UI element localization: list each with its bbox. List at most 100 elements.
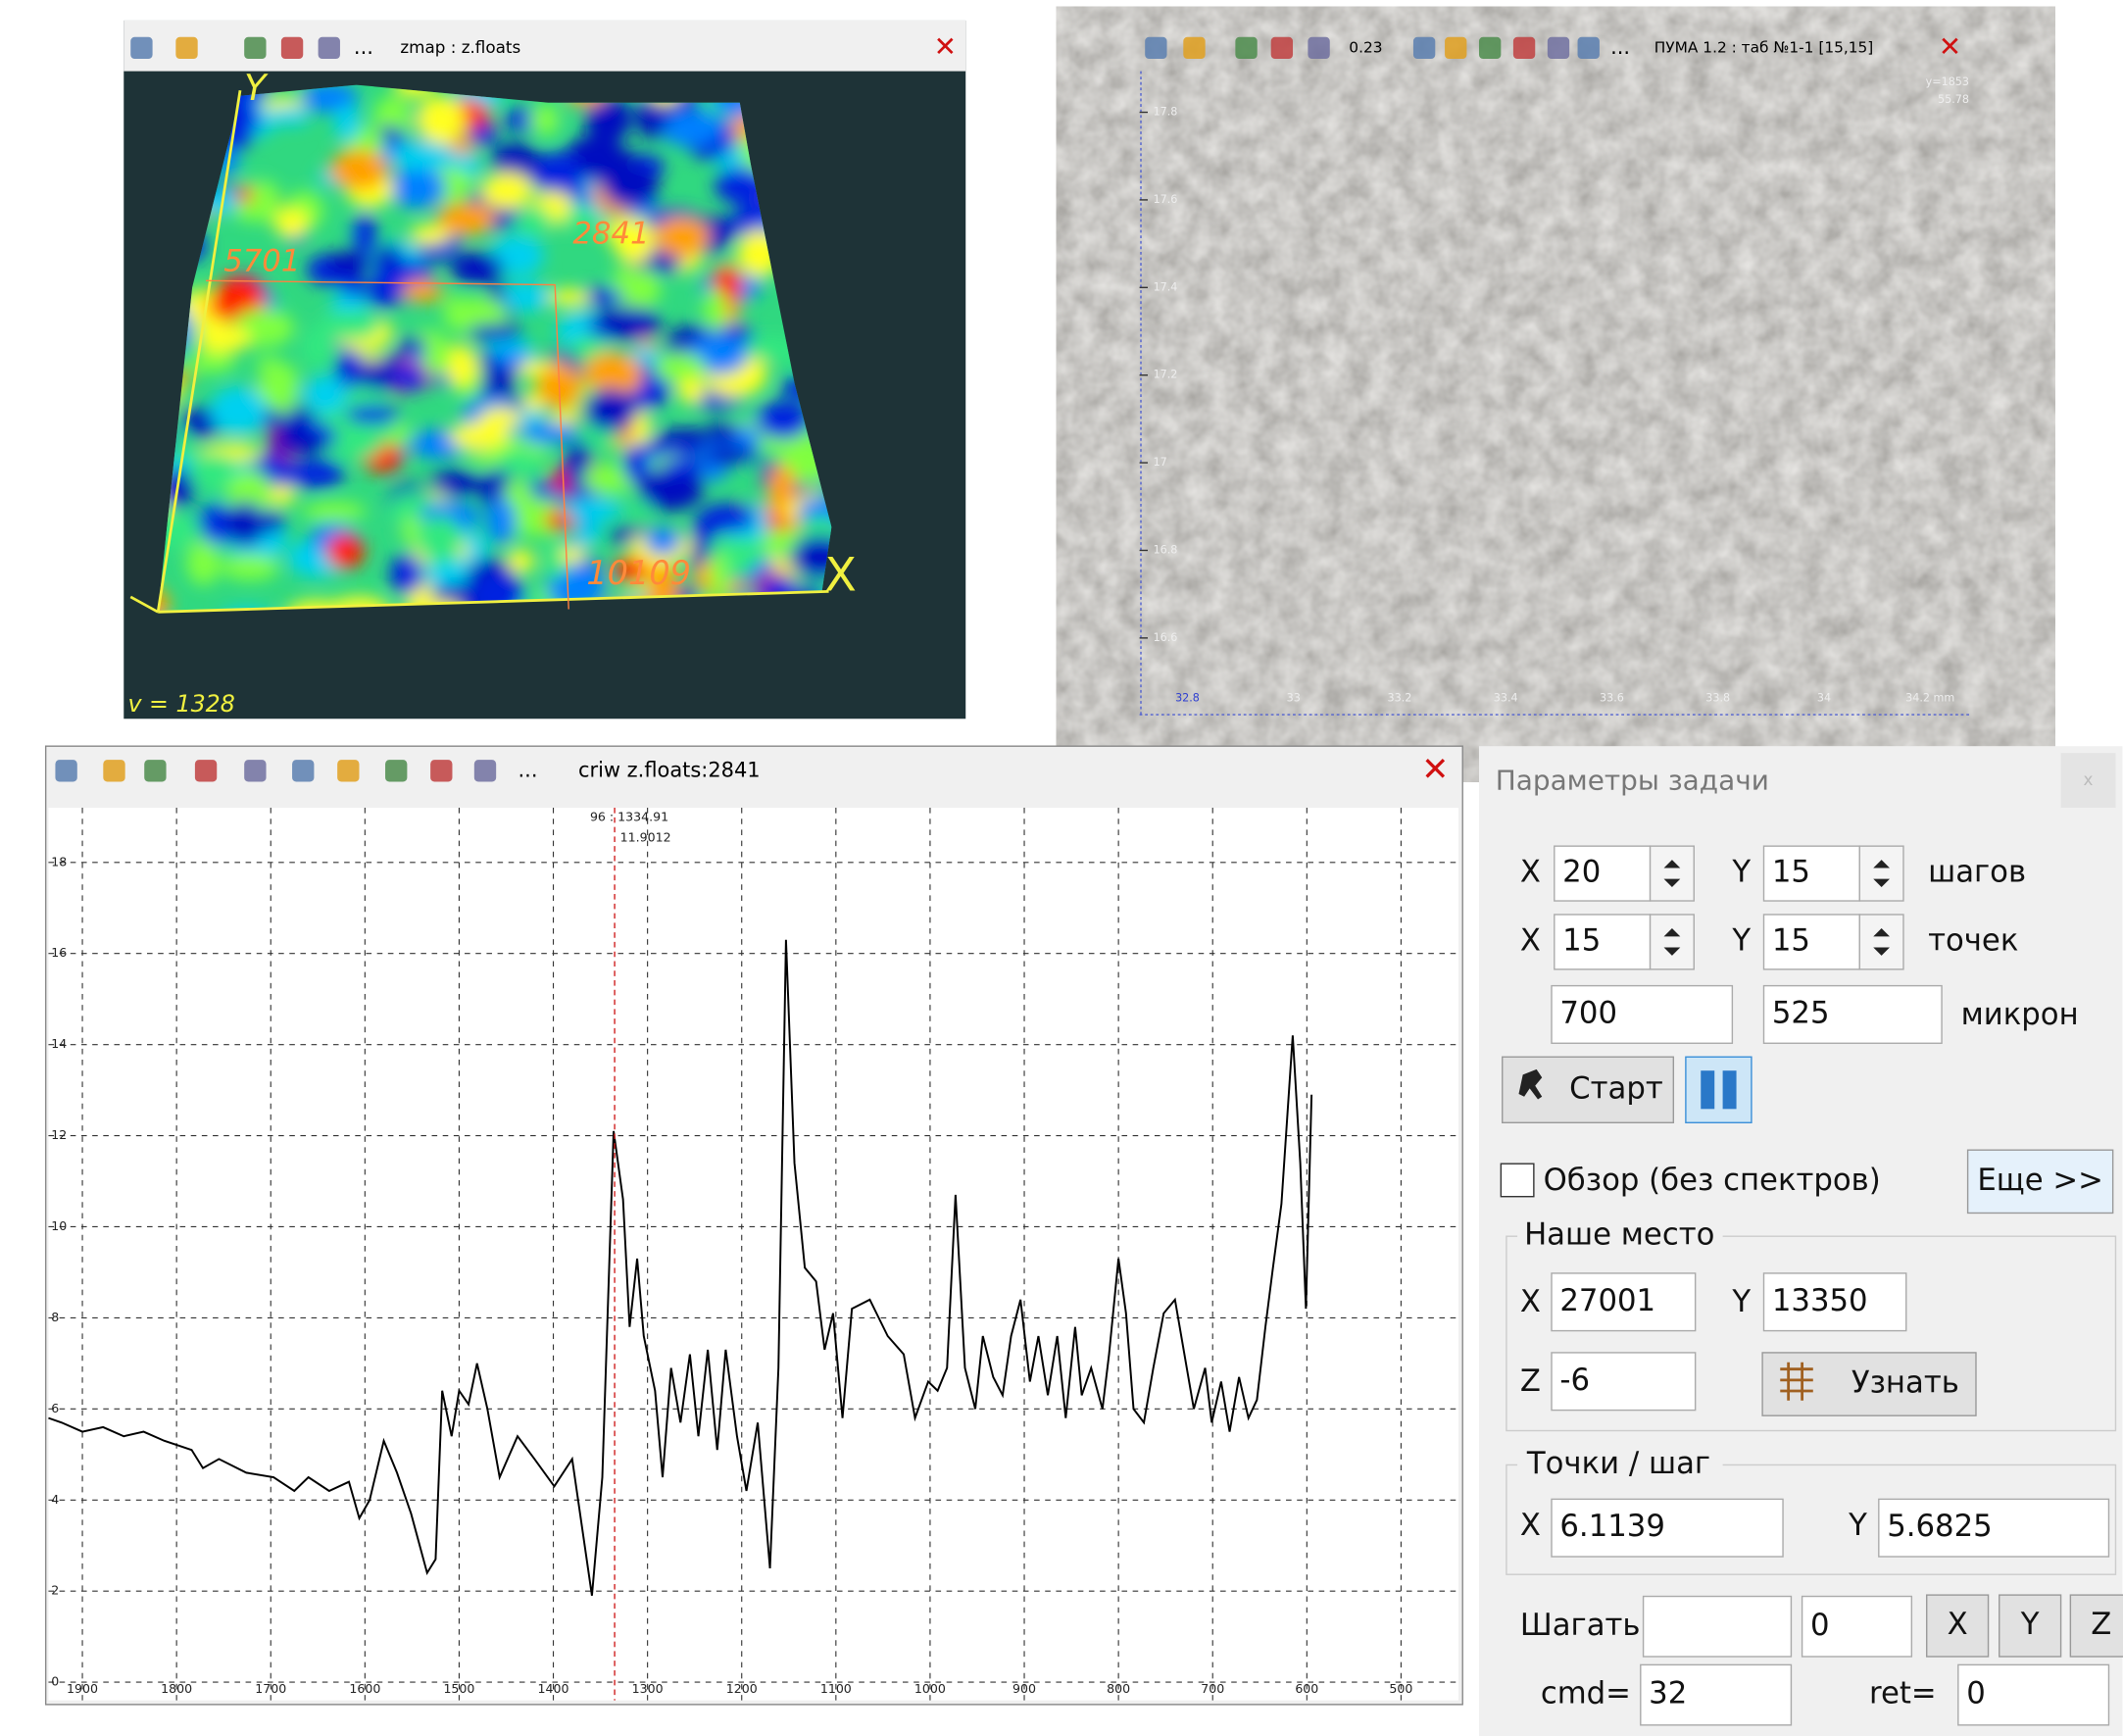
button-label: Y: [2020, 1607, 2040, 1642]
button[interactable]: [1761, 1352, 1977, 1416]
toolbar-icon[interactable]: [244, 760, 267, 782]
toolbar-icon[interactable]: [292, 760, 315, 782]
toolbar-icon[interactable]: [337, 760, 360, 782]
heat-blob: [485, 497, 517, 545]
heat-blob: [708, 553, 732, 596]
heat-blob: [449, 422, 510, 450]
x-tick-label: 1900: [67, 1681, 98, 1696]
input[interactable]: [1640, 1663, 1793, 1726]
toolbar-icon[interactable]: [473, 760, 497, 782]
toolbar-icon[interactable]: [1478, 36, 1502, 60]
input[interactable]: [1762, 1272, 1907, 1332]
toolbar-icon[interactable]: [244, 36, 267, 60]
toolbar-more[interactable]: ...: [518, 758, 538, 781]
input[interactable]: [1762, 914, 1860, 970]
input-value: 27001: [1559, 1283, 1655, 1318]
button[interactable]: [1926, 1594, 1990, 1658]
x-tick-label: 600: [1295, 1681, 1318, 1696]
input[interactable]: [1801, 1595, 1913, 1658]
more-button[interactable]: [1966, 1149, 2114, 1215]
toolbar-icon[interactable]: [103, 760, 125, 782]
toolbar-icon[interactable]: [1308, 36, 1330, 60]
x-tick-label: 34.2 mm: [1905, 691, 1954, 704]
label: X: [1520, 1508, 1541, 1543]
pause-button[interactable]: [1685, 1056, 1753, 1123]
spinner[interactable]: [1858, 914, 1904, 970]
toolbar-icon[interactable]: [1512, 36, 1536, 60]
panel-close[interactable]: [2060, 753, 2116, 809]
toolbar-icon[interactable]: [1445, 36, 1467, 60]
heat-blob: [767, 465, 796, 511]
spinner[interactable]: [1858, 845, 1904, 902]
spinner[interactable]: [1649, 914, 1695, 970]
y-tick-label: 6: [51, 1401, 59, 1415]
toolbar-icon[interactable]: [1183, 36, 1206, 60]
y-tick-label: 0: [51, 1674, 59, 1689]
toolbar-icon[interactable]: [1235, 36, 1258, 60]
spinner[interactable]: [1649, 845, 1695, 902]
heat-blob: [703, 288, 727, 332]
input[interactable]: [1762, 984, 1943, 1044]
toolbar-icon[interactable]: [318, 36, 340, 60]
heat-blob: [388, 167, 446, 209]
label: ret=: [1869, 1676, 1937, 1711]
heat-blob: [188, 452, 241, 492]
input[interactable]: [1554, 845, 1652, 902]
close-button[interactable]: ✕: [1421, 750, 1449, 788]
label: Узнать: [1851, 1365, 1959, 1401]
toolbar-icon[interactable]: [430, 760, 453, 782]
toolbar-icon[interactable]: [194, 760, 218, 782]
input[interactable]: [1551, 1352, 1697, 1412]
y-tick-label: 17.4: [1154, 280, 1178, 293]
x-tick-label: 500: [1389, 1681, 1412, 1696]
x-tick-label: 34: [1817, 691, 1831, 704]
toolbar-icon[interactable]: [1412, 36, 1436, 60]
heat-surface: [158, 84, 832, 613]
label: точек: [1928, 922, 2018, 958]
input[interactable]: [1762, 845, 1860, 902]
input[interactable]: [1642, 1595, 1793, 1658]
heat-blob: [325, 439, 382, 459]
toolbar-icon[interactable]: [280, 36, 304, 60]
heat-blob: [185, 352, 236, 373]
toolbar-icon[interactable]: [385, 760, 408, 782]
toolbar-more[interactable]: ...: [1610, 35, 1630, 59]
panel-close-label[interactable]: x: [2084, 769, 2094, 789]
toolbar-icon[interactable]: [144, 760, 167, 782]
label: Обзор (без спектров): [1544, 1163, 1881, 1198]
close-button[interactable]: ✕: [934, 30, 957, 63]
axis-y-line: [156, 89, 242, 613]
x-tick-label: 1600: [349, 1681, 380, 1696]
heat-blob: [450, 252, 505, 285]
heat-blob: [389, 554, 424, 595]
checkbox[interactable]: [1500, 1163, 1535, 1198]
close-button[interactable]: ✕: [1939, 30, 1961, 63]
toolbar-more[interactable]: ...: [354, 35, 373, 59]
input[interactable]: [1551, 1272, 1697, 1332]
heat-blob: [334, 351, 366, 392]
input[interactable]: [1554, 914, 1652, 970]
x-tick-label: 700: [1201, 1681, 1224, 1696]
button[interactable]: [1999, 1594, 2062, 1658]
window-title: ПУМА 1.2 : таб №1-1 [15,15]: [1654, 38, 1874, 56]
spinner-arrows: [1663, 927, 1681, 956]
toolbar-icon[interactable]: [175, 36, 198, 60]
panel-controls: X 20 Y 15 шагов X 15 Y 15 точек 700 525 микрон Старт О…: [1500, 845, 2123, 1726]
axis-z-line: [129, 595, 159, 614]
input[interactable]: [1957, 1663, 2110, 1726]
label: Старт: [1569, 1070, 1663, 1106]
heat-blob: [659, 110, 722, 147]
heat-blob: [564, 207, 598, 232]
toolbar-icon[interactable]: [1145, 36, 1167, 60]
input[interactable]: [1551, 984, 1734, 1044]
input[interactable]: [1878, 1498, 2110, 1558]
toolbar-icon[interactable]: [55, 760, 77, 782]
group-title-bg: [1517, 1447, 1723, 1483]
button[interactable]: [2069, 1594, 2123, 1658]
toolbar-icon[interactable]: [130, 36, 153, 60]
toolbar-icon[interactable]: [1270, 36, 1294, 60]
toolbar-icon[interactable]: [1577, 36, 1600, 60]
x-tick-label: 1500: [443, 1681, 474, 1696]
input[interactable]: [1551, 1498, 1784, 1558]
toolbar-icon[interactable]: [1547, 36, 1570, 60]
